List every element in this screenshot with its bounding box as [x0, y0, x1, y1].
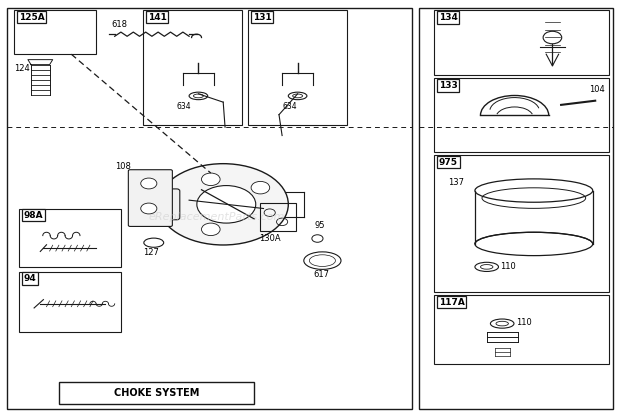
FancyBboxPatch shape [128, 170, 172, 226]
Ellipse shape [475, 232, 593, 256]
Bar [19, 208, 121, 267]
Bar [434, 10, 609, 75]
Ellipse shape [309, 255, 335, 266]
Text: CHOKE SYSTEM: CHOKE SYSTEM [114, 388, 199, 398]
Bar [260, 203, 296, 231]
Ellipse shape [158, 163, 288, 245]
Text: 98A: 98A [24, 211, 43, 220]
Text: 110: 110 [516, 318, 531, 327]
Text: 618: 618 [112, 20, 128, 29]
Text: 104: 104 [589, 85, 604, 93]
Text: 95: 95 [314, 221, 325, 230]
Circle shape [251, 181, 270, 194]
Text: 108: 108 [115, 162, 131, 171]
Text: 127: 127 [143, 248, 159, 257]
Bar [7, 8, 412, 409]
Circle shape [141, 178, 157, 189]
Text: 141: 141 [148, 13, 166, 22]
Bar [19, 272, 121, 332]
Text: 137: 137 [448, 178, 464, 187]
Text: 125A: 125A [19, 13, 45, 22]
Bar [59, 382, 254, 404]
Text: 110: 110 [500, 261, 516, 271]
Text: 133: 133 [439, 81, 458, 90]
Text: 124: 124 [14, 64, 29, 73]
Text: 617: 617 [313, 270, 329, 279]
Ellipse shape [197, 186, 255, 223]
Text: 117A: 117A [439, 298, 465, 307]
Text: 975: 975 [439, 158, 458, 167]
Circle shape [202, 223, 220, 236]
Bar [143, 10, 242, 125]
Text: 134: 134 [439, 13, 458, 22]
Text: eReplacementParts.com: eReplacementParts.com [149, 212, 285, 222]
Bar [418, 8, 613, 409]
Bar [434, 78, 609, 152]
Text: 131: 131 [253, 13, 272, 22]
Text: 94: 94 [24, 274, 37, 283]
Text: 130A: 130A [259, 234, 281, 244]
Circle shape [202, 173, 220, 186]
Circle shape [141, 203, 157, 214]
Bar [434, 295, 609, 364]
Bar [248, 10, 347, 125]
Text: 634: 634 [282, 102, 297, 111]
FancyBboxPatch shape [136, 189, 180, 220]
Bar [14, 10, 96, 54]
Text: 634: 634 [177, 102, 192, 111]
Bar [434, 155, 609, 292]
